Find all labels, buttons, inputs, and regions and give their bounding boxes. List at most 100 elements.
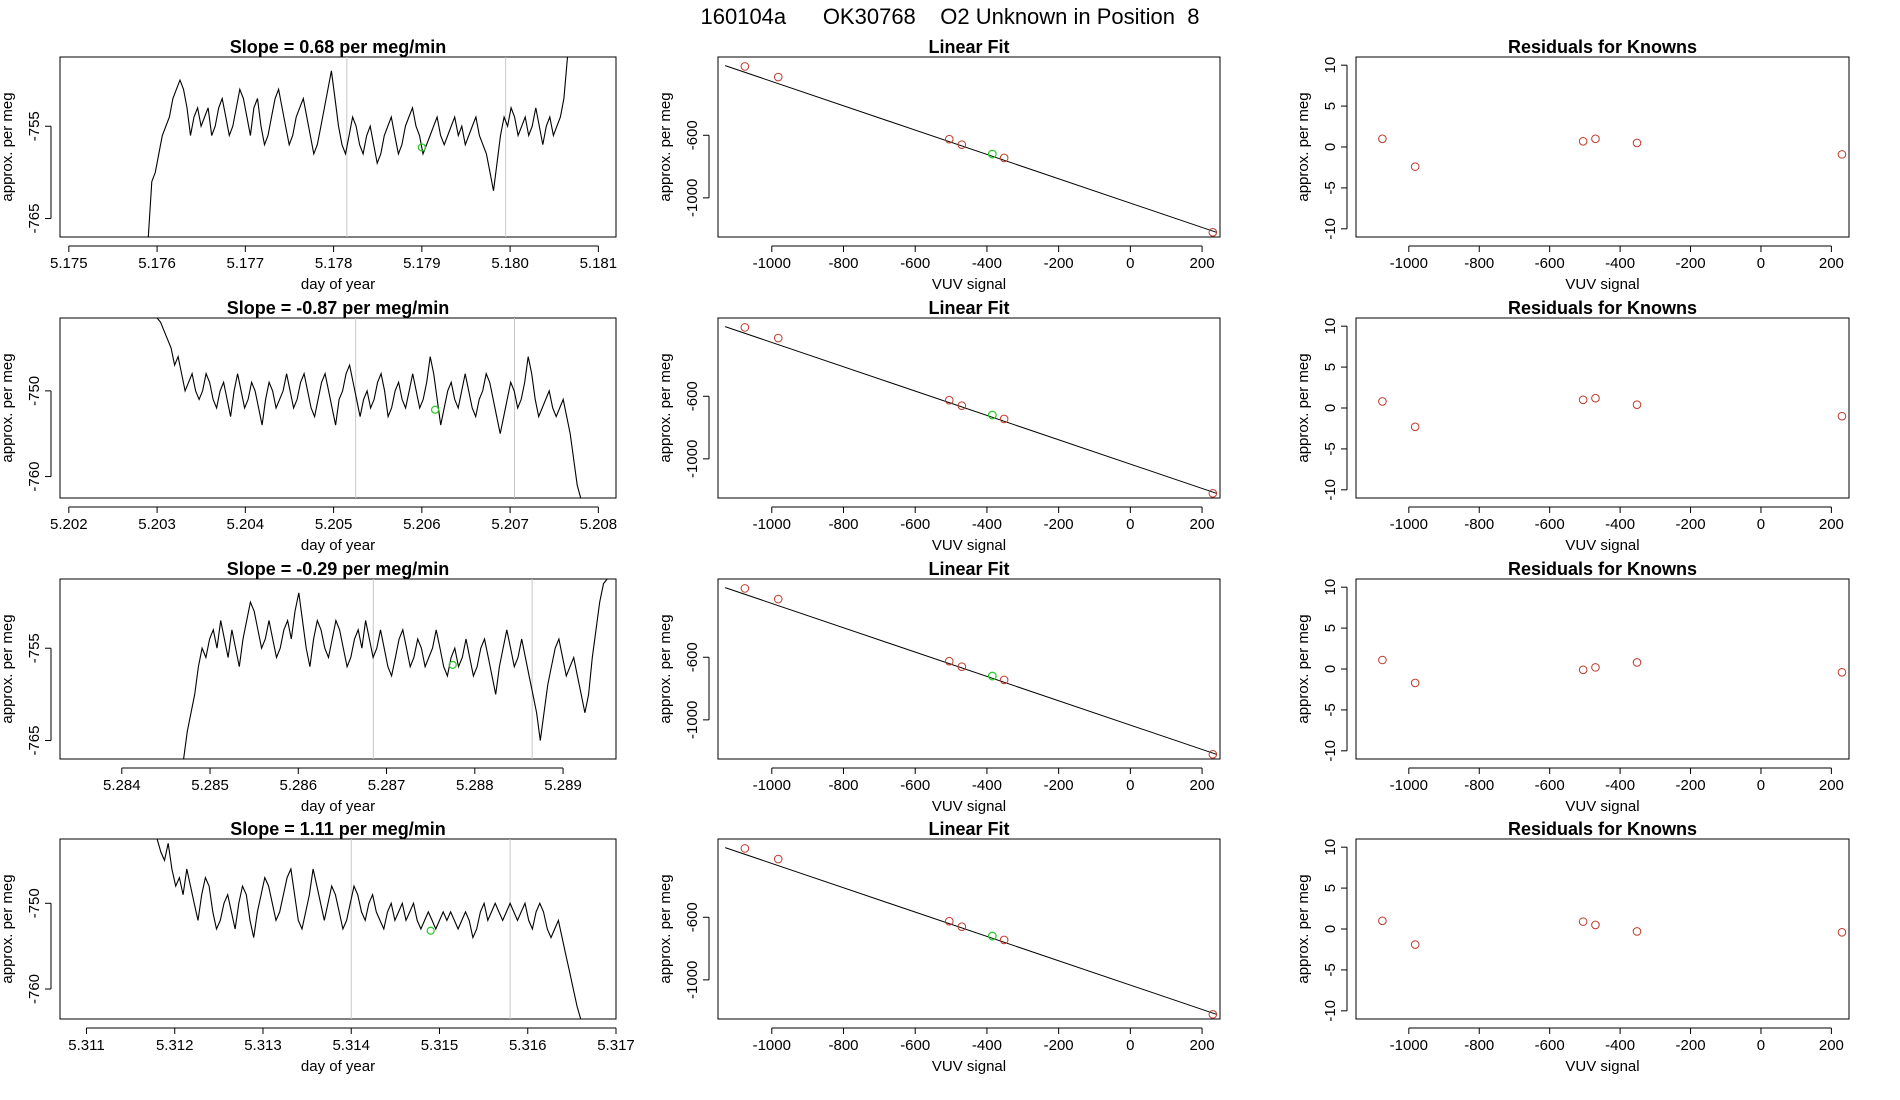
- y-tick-label: -1000: [684, 179, 701, 217]
- x-tick-label: 0: [1757, 777, 1765, 794]
- x-tick-label: 5.177: [227, 255, 265, 272]
- plot-area: [725, 62, 1218, 237]
- y-tick-label: 5: [1322, 102, 1339, 110]
- residual-point: [1632, 400, 1642, 410]
- known-point: [999, 153, 1009, 163]
- panel-title: Linear Fit: [928, 559, 1009, 579]
- known-point: [944, 134, 954, 144]
- x-tick-label: 5.179: [403, 255, 441, 272]
- known-point: [999, 935, 1009, 945]
- plot-frame: [1355, 578, 1850, 760]
- residuals-panel: Residuals for Knowns-1000 -800 -600 -400 -20…: [1295, 559, 1850, 815]
- x-tick-label: -600: [900, 516, 930, 533]
- time-series-panel: Slope = 0.68 per meg/min 5.175 5.176 5.177 5…: [0, 37, 617, 293]
- residual-point: [1578, 395, 1588, 405]
- residuals-panel: Residuals for Knowns-1000 -800 -600 -400 -20…: [1295, 819, 1850, 1075]
- unknown-point: [987, 149, 997, 159]
- plot-frame: [717, 56, 1221, 238]
- y-tick-label: -1000: [684, 961, 701, 999]
- fit-line: [725, 587, 1217, 755]
- x-axis-label: day of year: [301, 537, 375, 554]
- known-point: [1208, 228, 1218, 237]
- x-axis-label: VUV signal: [1565, 276, 1639, 293]
- unknown-point: [987, 410, 997, 420]
- known-point: [957, 922, 967, 931]
- plot-area: [156, 318, 582, 498]
- x-axis-label: VUV signal: [932, 1058, 1006, 1075]
- x-tick-label: -400: [972, 1037, 1002, 1054]
- y-tick-label: -760: [26, 974, 43, 1004]
- y-tick-label: -755: [26, 111, 43, 141]
- panel-title: Linear Fit: [928, 37, 1009, 57]
- x-tick-label: -800: [828, 777, 858, 794]
- y-tick-label: -5: [1322, 181, 1339, 194]
- x-tick-label: -200: [1676, 516, 1706, 533]
- x-tick-label: 5.176: [138, 255, 176, 272]
- linear-fit-panel: Linear Fit -1000 -800 -600 -400 -200 0 200 VUV s…: [657, 37, 1221, 293]
- x-tick-label: 5.285: [191, 777, 229, 794]
- residual-point: [1578, 665, 1588, 675]
- known-point: [773, 594, 783, 604]
- figure-title: 160104a OK30768 O2 Unknown in Position 8: [700, 4, 1200, 29]
- x-tick-label: -600: [900, 777, 930, 794]
- x-axis-label: day of year: [301, 798, 375, 815]
- y-tick-label: -600: [684, 902, 701, 932]
- known-point: [740, 584, 750, 593]
- residual-point: [1632, 138, 1642, 148]
- x-tick-label: 5.206: [403, 516, 441, 533]
- residual-point: [1837, 667, 1847, 677]
- y-tick-label: -5: [1322, 963, 1339, 976]
- x-tick-label: -600: [1535, 777, 1565, 794]
- y-tick-label: -10: [1322, 479, 1339, 501]
- x-tick-label: 0: [1757, 255, 1765, 272]
- x-tick-label: -1000: [1390, 516, 1428, 533]
- y-tick-label: 5: [1322, 363, 1339, 371]
- y-tick-label: -600: [684, 381, 701, 411]
- known-point: [773, 854, 783, 864]
- x-tick-label: 5.312: [156, 1037, 194, 1054]
- x-tick-label: -400: [1605, 516, 1635, 533]
- known-point: [740, 62, 750, 71]
- x-tick-label: 5.313: [244, 1037, 282, 1054]
- x-tick-label: 5.205: [315, 516, 353, 533]
- y-tick-label: -750: [26, 888, 43, 918]
- known-point: [740, 844, 750, 853]
- x-tick-label: 200: [1190, 777, 1215, 794]
- y-tick-label: -600: [684, 642, 701, 672]
- x-tick-label: -200: [1044, 777, 1074, 794]
- x-tick-label: 5.207: [491, 516, 529, 533]
- x-tick-label: 0: [1126, 777, 1134, 794]
- residual-point: [1410, 678, 1420, 688]
- residual-point: [1591, 393, 1600, 403]
- y-axis-label: approx. per meg: [1295, 353, 1312, 462]
- x-tick-label: -800: [1464, 1037, 1494, 1054]
- y-tick-label: 10: [1322, 318, 1339, 335]
- known-point: [1208, 489, 1218, 498]
- x-tick-label: -800: [1464, 516, 1494, 533]
- y-tick-label: -1000: [684, 440, 701, 478]
- y-tick-label: -750: [26, 376, 43, 406]
- residual-point: [1591, 134, 1600, 144]
- x-tick-label: 5.315: [421, 1037, 459, 1054]
- y-tick-label: -765: [26, 204, 43, 234]
- residual-point: [1410, 162, 1420, 171]
- plot-area: [725, 323, 1218, 498]
- x-tick-label: -400: [972, 516, 1002, 533]
- known-point: [944, 395, 954, 405]
- time-series-panel: Slope = 1.11 per meg/min 5.311 5.312 5.313 5…: [0, 819, 635, 1075]
- y-axis-label: approx. per meg: [657, 614, 674, 723]
- panel-title: Slope = 1.11 per meg/min: [230, 819, 446, 839]
- x-tick-label: -200: [1676, 255, 1706, 272]
- y-axis-label: approx. per meg: [657, 353, 674, 462]
- x-tick-label: 5.178: [315, 255, 353, 272]
- x-tick-label: 200: [1190, 516, 1215, 533]
- x-axis-label: day of year: [301, 1058, 375, 1075]
- x-tick-label: -1000: [1390, 777, 1428, 794]
- x-tick-label: -1000: [1390, 255, 1428, 272]
- data-series-line: [156, 318, 582, 498]
- x-tick-label: 5.284: [103, 777, 141, 794]
- residual-point: [1837, 411, 1847, 421]
- x-tick-label: -200: [1676, 1037, 1706, 1054]
- unknown-point: [448, 660, 457, 669]
- y-tick-label: 5: [1322, 884, 1339, 892]
